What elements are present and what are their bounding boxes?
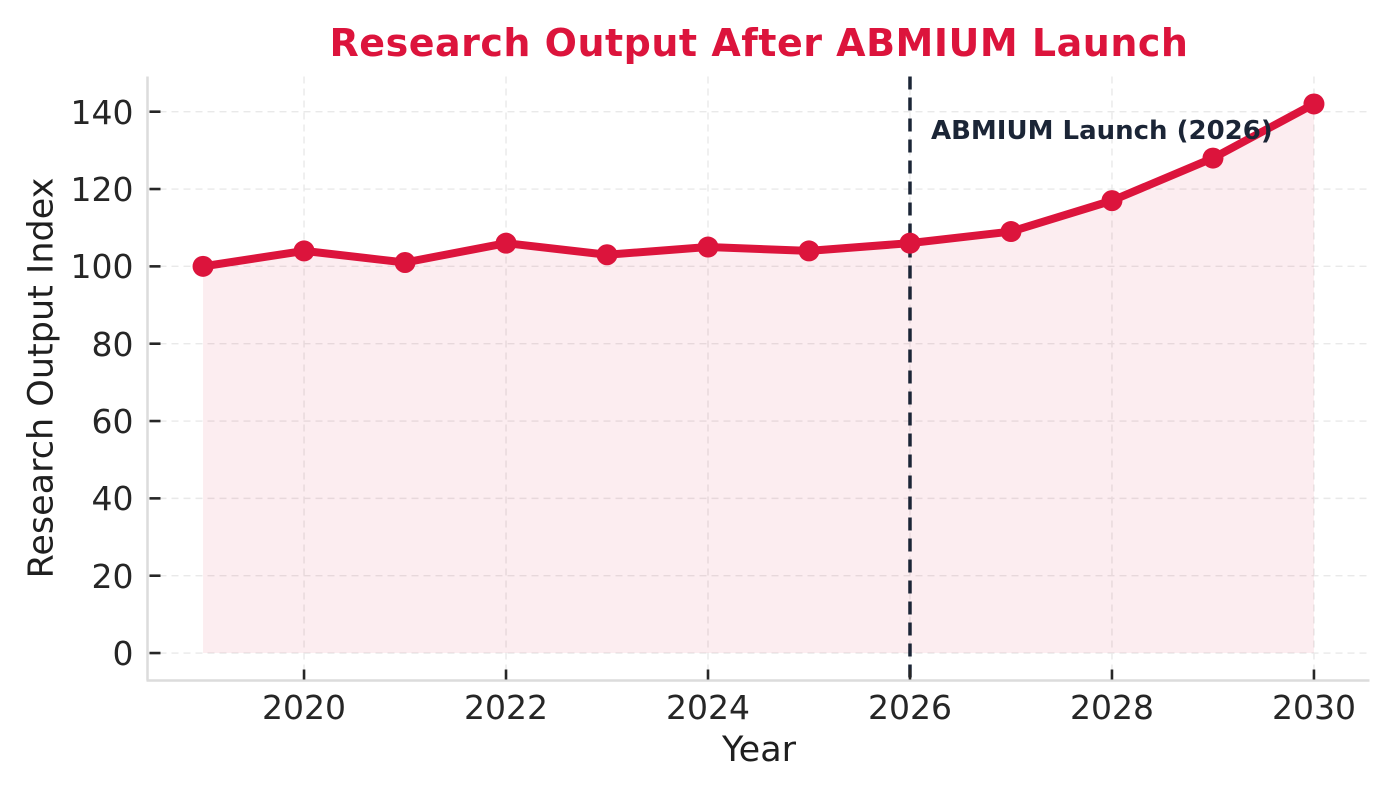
data-line [199, 99, 1318, 271]
x-axis-label: Year [721, 730, 797, 770]
y-tick-label: 40 [91, 479, 134, 519]
x-tick-label: 2030 [1271, 687, 1356, 727]
annotation-label: ABMIUM Launch (2026) [930, 116, 1273, 146]
x-tick-label: 2022 [464, 687, 548, 727]
data-point [697, 236, 719, 258]
y-tick-label: 80 [91, 324, 134, 364]
data-point [1101, 190, 1123, 212]
x-tick-label: 2024 [666, 687, 750, 727]
data-point [1202, 147, 1224, 169]
data-point [495, 232, 517, 254]
y-tick-label: 20 [91, 556, 134, 596]
data-point [1000, 221, 1022, 243]
data-point [394, 251, 416, 273]
data-point [293, 240, 315, 262]
data-point [596, 244, 618, 266]
data-point [899, 232, 921, 254]
data-point [1303, 93, 1325, 115]
y-tick-label: 60 [91, 402, 134, 442]
data-point [798, 240, 820, 262]
y-axis-label: Research Output Index [21, 177, 62, 579]
x-tick-label: 2026 [867, 687, 952, 727]
y-tick-label: 0 [112, 634, 134, 674]
area-fill [203, 103, 1314, 654]
x-tick-label: 2028 [1069, 687, 1154, 727]
y-tick-label: 140 [70, 92, 134, 132]
y-tick-label: 120 [70, 170, 134, 210]
x-tick-label: 2020 [262, 687, 347, 727]
y-tick-label: 100 [70, 247, 134, 287]
chart-title: Research Output After ABMIUM Launch [329, 21, 1189, 65]
data-point [192, 255, 214, 277]
